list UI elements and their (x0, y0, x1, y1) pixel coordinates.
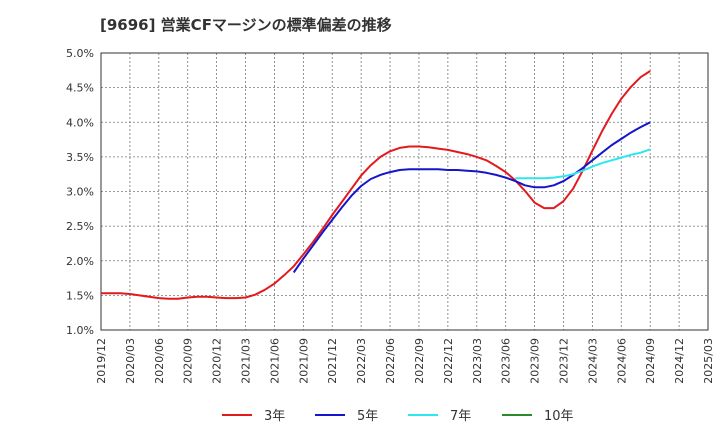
x-tick-label: 2023/12 (557, 338, 570, 384)
series-line-3 (515, 148, 651, 180)
legend-label-1: 3年 (264, 409, 285, 424)
x-tick-label: 2022/12 (442, 338, 455, 384)
x-tick-label: 2023/09 (529, 338, 542, 384)
x-tick-label: 2023/06 (500, 338, 513, 384)
y-tick-label: 1.5% (66, 289, 94, 302)
y-tick-label: 3.5% (66, 151, 94, 164)
x-tick-label: 2020/03 (124, 338, 137, 384)
x-tick-label: 2024/06 (615, 338, 628, 384)
x-tick-label: 2020/12 (211, 338, 224, 384)
x-tick-label: 2022/09 (413, 338, 426, 384)
y-tick-label: 2.0% (66, 255, 94, 268)
legend-label-2: 5年 (357, 409, 378, 424)
y-tick-label: 4.0% (66, 116, 94, 129)
x-tick-label: 2021/09 (297, 338, 310, 384)
x-tick-label: 2019/12 (95, 338, 108, 384)
x-tick-label: 2021/12 (326, 338, 339, 384)
legend-label-3: 7年 (450, 409, 471, 424)
legend-label-4: 10年 (544, 409, 574, 424)
x-tick-label: 2024/09 (644, 338, 657, 384)
x-axis-tick-labels: 2019/12 2020/03 2020/06 2020/09 2020/12 2021/… (95, 338, 715, 384)
x-tick-label: 2024/03 (586, 338, 599, 384)
y-tick-label: 2.5% (66, 220, 94, 233)
x-tick-label: 2020/06 (153, 338, 166, 384)
gridlines (100, 52, 709, 331)
y-tick-label: 4.5% (66, 82, 94, 95)
chart-title: [9696] 営業CFマージンの標準偏差の推移 (100, 16, 392, 34)
x-tick-label: 2020/09 (182, 338, 195, 384)
x-tick-label: 2022/06 (384, 338, 397, 384)
x-tick-label: 2023/03 (471, 338, 484, 384)
plot-frame (100, 52, 709, 331)
legend: 3年 5年 7年 10年 (222, 409, 574, 424)
series-line-1 (101, 70, 651, 300)
x-tick-label: 2021/06 (268, 338, 281, 384)
x-tick-label: 2024/12 (673, 338, 686, 384)
series-lines (101, 70, 651, 300)
x-tick-label: 2022/03 (355, 338, 368, 384)
series-line-2 (292, 121, 651, 274)
y-tick-label: 5.0% (66, 47, 94, 60)
y-tick-label: 3.0% (66, 186, 94, 199)
x-tick-label: 2021/03 (240, 338, 253, 384)
y-tick-label: 1.0% (66, 324, 94, 337)
x-tick-label: 2025/03 (702, 338, 715, 384)
y-axis-tick-labels: 1.0% 1.5% 2.0% 2.5% 3.0% 3.5% 4.0% 4.5% 5.0% (66, 47, 94, 337)
